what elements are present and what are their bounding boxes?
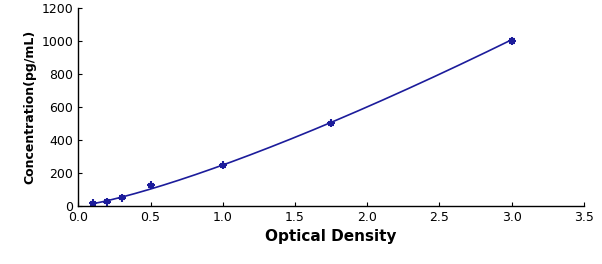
Y-axis label: Concentration(pg/mL): Concentration(pg/mL) bbox=[23, 30, 36, 184]
X-axis label: Optical Density: Optical Density bbox=[265, 229, 397, 244]
